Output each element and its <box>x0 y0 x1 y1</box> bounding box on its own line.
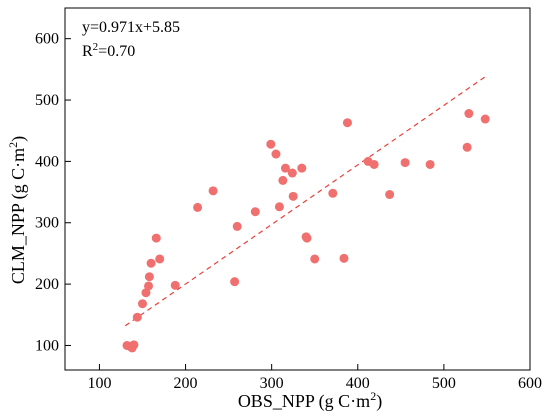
x-tick-label: 200 <box>174 375 198 392</box>
r-squared-sup: 2 <box>93 41 99 53</box>
data-point <box>232 221 242 231</box>
y-axis-title-text: CLM_NPP (g C·m <box>8 148 29 284</box>
data-point <box>193 202 203 212</box>
r-squared-base: R <box>82 43 93 60</box>
data-point <box>287 168 297 178</box>
data-point <box>342 118 352 128</box>
data-point <box>146 258 156 268</box>
x-axis-title-sup: 2 <box>370 389 376 403</box>
y-axis-title: CLM_NPP (g C·m2) <box>6 136 29 284</box>
y-tick-label: 400 <box>35 153 59 170</box>
data-point <box>339 253 349 263</box>
fit-line <box>124 75 488 327</box>
data-point <box>208 186 218 196</box>
x-tick-label: 600 <box>518 375 542 392</box>
data-point <box>464 109 474 119</box>
data-point <box>274 202 284 212</box>
data-points <box>122 109 490 353</box>
data-point <box>280 163 290 173</box>
y-tick-label: 200 <box>35 276 59 293</box>
data-point <box>302 233 312 243</box>
data-point <box>462 142 472 152</box>
x-axis-title-text: OBS_NPP (g C·m <box>238 391 370 412</box>
fit-equation: y=0.971x+5.85 <box>82 19 180 36</box>
data-point <box>278 175 288 185</box>
axis-ticks: 100 200 300 400 500 600 100 200 300 400 500 600 <box>35 31 542 392</box>
data-point <box>385 190 395 200</box>
x-axis-title: OBS_NPP (g C·m2) <box>238 389 382 412</box>
fit-line-group <box>124 75 488 327</box>
r-squared: R2=0.70 <box>82 41 135 60</box>
data-point <box>288 191 298 201</box>
data-point <box>328 188 338 198</box>
data-point <box>425 159 435 169</box>
data-point <box>310 254 320 264</box>
x-axis-title-close: ) <box>376 391 382 412</box>
r-squared-value: =0.70 <box>98 43 135 60</box>
y-tick-label: 600 <box>35 31 59 48</box>
data-point <box>230 277 240 287</box>
data-point <box>144 281 154 291</box>
data-point <box>144 272 154 282</box>
data-point <box>480 114 490 124</box>
x-tick-label: 300 <box>260 375 284 392</box>
data-point <box>129 340 139 350</box>
y-tick-label: 100 <box>35 337 59 354</box>
x-tick-label: 400 <box>346 375 370 392</box>
y-tick-label: 500 <box>35 92 59 109</box>
data-point <box>250 207 260 217</box>
data-point <box>297 163 307 173</box>
data-point <box>271 149 281 159</box>
data-point <box>170 280 180 290</box>
data-point <box>138 299 147 309</box>
plot-frame <box>64 7 531 371</box>
y-tick-label: 300 <box>35 215 59 232</box>
data-point <box>369 159 379 169</box>
data-point <box>400 158 410 168</box>
data-point <box>155 254 165 264</box>
x-tick-label: 500 <box>432 375 456 392</box>
data-point <box>151 233 161 243</box>
data-point <box>266 139 276 149</box>
y-axis-title-close: ) <box>8 136 29 142</box>
x-tick-label: 100 <box>87 375 111 392</box>
data-point <box>132 312 142 322</box>
y-axis-title-sup: 2 <box>6 142 20 148</box>
data-point <box>141 288 151 298</box>
